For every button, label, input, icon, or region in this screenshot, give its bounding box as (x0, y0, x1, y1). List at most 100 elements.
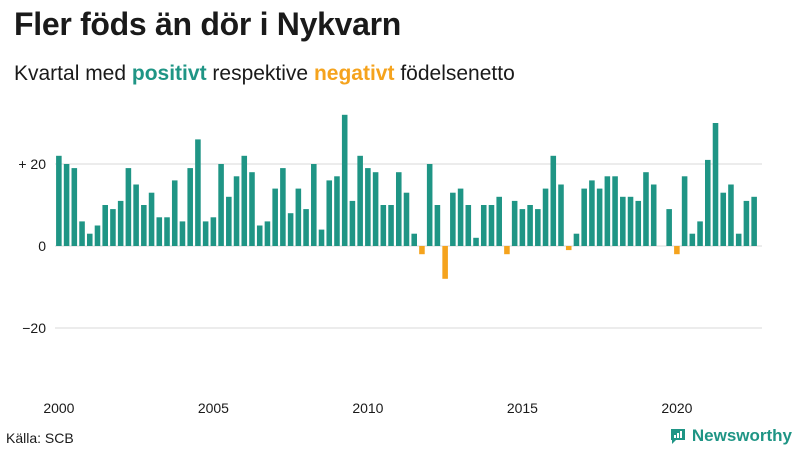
bar (164, 217, 170, 246)
subtitle-negative-word: negativt (313, 62, 395, 85)
bar (71, 168, 78, 246)
bar (450, 192, 456, 246)
bar (403, 192, 410, 246)
x-tick-label: 2015 (507, 400, 538, 416)
newsworthy-logo-icon (670, 429, 685, 444)
bar (395, 172, 402, 246)
bar (643, 172, 649, 246)
bar (156, 217, 163, 246)
x-tick-label: 2000 (43, 400, 74, 416)
bar (419, 246, 425, 255)
bar (573, 233, 580, 246)
bar (125, 168, 132, 246)
bar (697, 221, 703, 246)
bar (627, 196, 634, 246)
bar (94, 225, 101, 246)
brand-name: Newsworthy (691, 426, 792, 445)
x-tick-label: 2005 (198, 400, 229, 416)
bar (442, 246, 448, 279)
bar (388, 205, 394, 246)
bar (457, 188, 464, 246)
bar (357, 155, 363, 246)
bar (171, 180, 178, 246)
bar (86, 233, 93, 246)
bar (272, 188, 278, 246)
bar (527, 205, 533, 246)
bar (241, 155, 248, 246)
bar (334, 176, 340, 246)
chart-subtitle: Kvartal med positivt respektive negativt… (14, 62, 515, 86)
bar (434, 205, 441, 246)
bar (287, 213, 294, 246)
bar (735, 233, 742, 246)
y-tick-label: + 20 (18, 156, 46, 172)
bar (519, 209, 526, 246)
bar (226, 196, 232, 246)
bar (218, 164, 224, 246)
bar (411, 233, 417, 246)
bar (187, 168, 193, 246)
subtitle-positive-word: positivt (131, 62, 207, 85)
bar (689, 233, 696, 246)
bar (63, 164, 70, 246)
bar (233, 176, 240, 246)
bar (666, 209, 672, 246)
y-tick-label: −20 (22, 320, 46, 336)
bar (681, 176, 688, 246)
bar (635, 200, 642, 246)
bar (318, 229, 325, 246)
bar (480, 205, 487, 246)
bar (426, 164, 433, 246)
bar (349, 200, 356, 246)
bar (728, 184, 734, 246)
y-tick-label: 0 (38, 238, 46, 254)
bar (303, 209, 309, 246)
x-tick-label: 2010 (352, 400, 383, 416)
bars (56, 114, 757, 279)
bar (511, 200, 518, 246)
bar (56, 155, 62, 246)
bar (504, 246, 510, 255)
bar (256, 225, 263, 246)
bar (589, 180, 595, 246)
bar (133, 184, 139, 246)
bar (674, 246, 680, 255)
bar (365, 168, 371, 246)
bar (488, 205, 495, 246)
axis-labels: + 20 0 −20 2000 2005 2010 2015 2020 (18, 156, 692, 416)
bar (264, 221, 271, 246)
bar (102, 205, 108, 246)
bar (148, 192, 155, 246)
bar (79, 221, 85, 246)
bar (311, 164, 317, 246)
bar (326, 180, 333, 246)
bar (195, 139, 201, 246)
bar (202, 221, 209, 246)
bar (295, 188, 302, 246)
subtitle-prefix: Kvartal med (14, 62, 127, 85)
bar (380, 205, 387, 246)
brand-logo: Newsworthy (669, 426, 792, 446)
bar (720, 192, 727, 246)
bar (743, 200, 750, 246)
bar (496, 196, 502, 246)
bar (249, 172, 255, 246)
subtitle-suffix: födelsenetto (400, 62, 515, 85)
bar (280, 168, 286, 246)
bar (341, 114, 348, 246)
bar (179, 221, 186, 246)
bar (141, 205, 147, 246)
bar (565, 246, 572, 251)
bar (596, 188, 603, 246)
bar (712, 123, 719, 246)
bar (558, 184, 564, 246)
bar (372, 172, 379, 246)
bar (620, 196, 626, 246)
bar (542, 188, 549, 246)
chart-title: Fler föds än dör i Nykvarn (14, 6, 401, 42)
bar (110, 209, 116, 246)
x-tick-label: 2020 (661, 400, 692, 416)
bar (604, 176, 611, 246)
bar (465, 205, 472, 246)
